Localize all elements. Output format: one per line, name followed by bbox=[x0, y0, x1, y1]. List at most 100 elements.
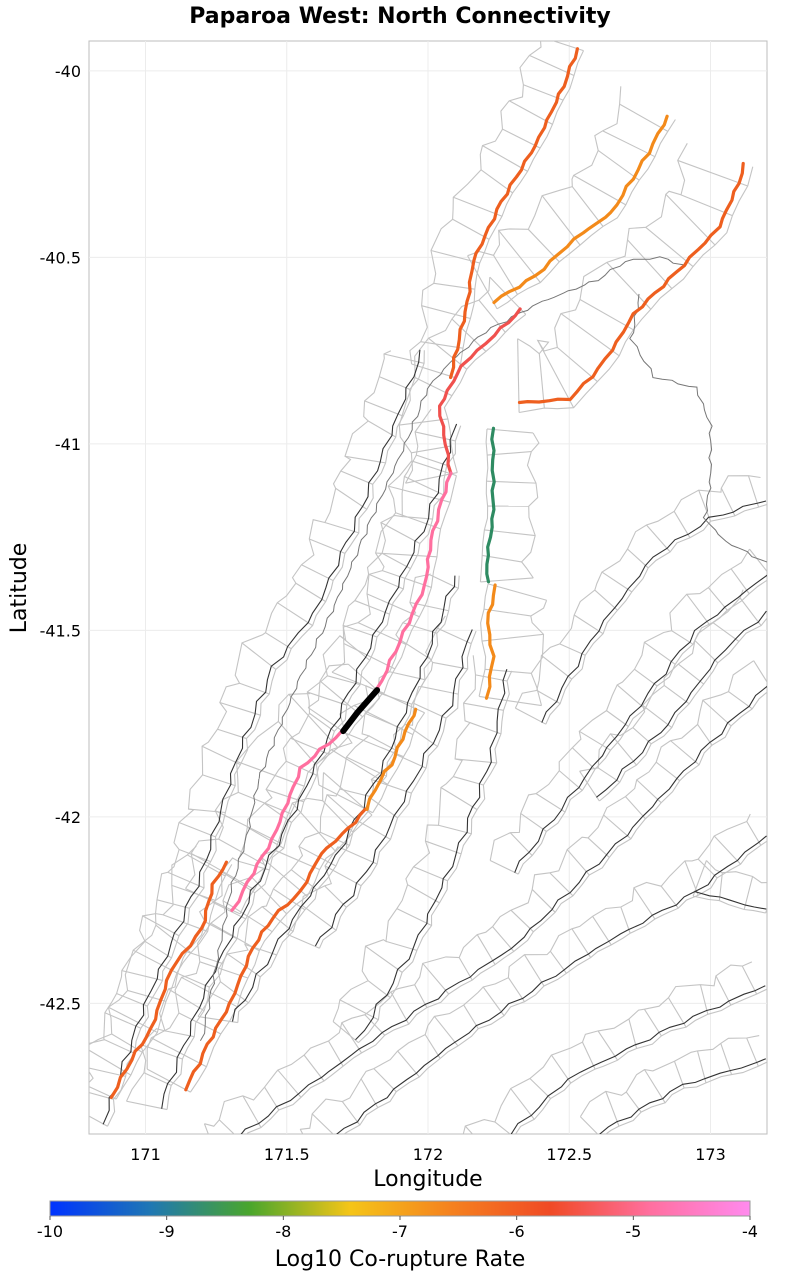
fault-outline-rung bbox=[360, 1078, 379, 1108]
fault-outline-rung bbox=[309, 538, 346, 554]
fault-outline-rung bbox=[699, 984, 709, 1015]
section-outline-rung bbox=[411, 460, 457, 477]
fault-outline-rung bbox=[697, 858, 718, 879]
fault-outline-rung bbox=[244, 943, 277, 956]
fault-outline-rung bbox=[290, 869, 318, 891]
x-tick-label: 173 bbox=[695, 1145, 726, 1164]
x-axis-ticks: 171 171.5 172 172.5 173 bbox=[130, 1145, 726, 1164]
fault-outline-rung bbox=[432, 661, 468, 670]
fault-outline-rung bbox=[324, 521, 359, 534]
section-outline-rung bbox=[665, 193, 716, 246]
fault-outline-rung bbox=[606, 710, 629, 727]
fault-outline-rung bbox=[739, 597, 762, 626]
fault-trace bbox=[336, 835, 767, 1134]
fault-trace bbox=[596, 610, 767, 798]
fault-outline-rung bbox=[407, 884, 440, 904]
fault-outline-rung bbox=[603, 814, 632, 840]
fault-outline-rung bbox=[670, 740, 700, 766]
section-outline-rung bbox=[579, 299, 634, 331]
section-outline-rung bbox=[479, 695, 542, 707]
section-outline-rung bbox=[483, 608, 531, 617]
fault-outline-rung bbox=[455, 758, 497, 764]
fault-outline-rung bbox=[643, 1008, 662, 1037]
colorbar bbox=[49, 1200, 751, 1217]
section-outline-rung bbox=[484, 668, 532, 674]
section-outline-rung bbox=[606, 262, 652, 310]
fault-outline-rung bbox=[364, 1014, 386, 1036]
section-outline-rung bbox=[571, 186, 604, 227]
section-outline-rung bbox=[420, 341, 464, 349]
coastline-segment bbox=[629, 293, 767, 563]
fault-trace bbox=[102, 349, 421, 1125]
fault-outline-rung bbox=[440, 787, 478, 811]
coastline-segment bbox=[199, 778, 260, 1041]
fault-outline-rung bbox=[290, 737, 330, 755]
fault-outline-rung bbox=[425, 840, 462, 855]
fault-outline-rung bbox=[579, 730, 611, 751]
fault-outline-rung bbox=[265, 788, 304, 803]
fault-outline-rung bbox=[277, 1069, 302, 1098]
fault-outline-rung bbox=[494, 1121, 511, 1134]
fault-outline-edge bbox=[599, 617, 767, 802]
fault-outline-rung bbox=[355, 819, 391, 840]
fault-outline-rung bbox=[218, 1119, 235, 1134]
fault-outline-rung bbox=[219, 701, 261, 716]
fault-outline-rung bbox=[529, 1078, 551, 1099]
fault-outline-edge bbox=[107, 350, 425, 1127]
fault-outline-rung bbox=[581, 1041, 596, 1070]
fault-outline-rung bbox=[397, 1050, 420, 1078]
fault-outline-edge bbox=[514, 475, 761, 709]
fault-outline-rung bbox=[247, 826, 285, 849]
colored-section-9 bbox=[485, 426, 496, 584]
fault-outline-rung bbox=[515, 707, 547, 725]
section-outline-edge bbox=[496, 119, 676, 310]
coastline-segment bbox=[258, 256, 684, 779]
fault-outline-edge bbox=[318, 630, 477, 949]
fault-outline-rung bbox=[655, 761, 681, 782]
section-outline-rung bbox=[357, 622, 407, 646]
fault-outline-rung bbox=[702, 699, 732, 727]
fault-outline-rung bbox=[469, 722, 502, 735]
fault-outline-rung bbox=[311, 1113, 334, 1134]
fault-outline-rung bbox=[712, 622, 740, 642]
fault-outline-rung bbox=[287, 934, 320, 949]
source-section bbox=[340, 687, 381, 735]
fault-outline-rung bbox=[510, 1088, 535, 1120]
subsection-outlines bbox=[89, 41, 767, 1134]
fault-outline-rung bbox=[541, 655, 573, 680]
fault-outline-rung bbox=[413, 702, 447, 719]
fault-outline-rung bbox=[524, 954, 545, 987]
fault-outline-rung bbox=[566, 849, 590, 876]
y-tick-label: -40.5 bbox=[40, 248, 81, 267]
colored-section-8 bbox=[365, 707, 418, 811]
fault-outline-edge bbox=[514, 988, 767, 1134]
fault-outline-rung bbox=[335, 487, 368, 510]
fault-outline-rung bbox=[434, 1016, 459, 1047]
fault-outline-rung bbox=[507, 977, 525, 1002]
fault-outline-rung bbox=[741, 965, 758, 995]
fault-outline-rung bbox=[168, 988, 205, 1012]
fault-outline-rung bbox=[339, 999, 379, 1021]
fault-outline-rung bbox=[324, 865, 362, 887]
section-outline-rung bbox=[291, 802, 337, 852]
section-outline-rung bbox=[89, 1049, 132, 1076]
fault-outline-rung bbox=[694, 640, 719, 664]
fault-outline-rung bbox=[164, 1030, 195, 1038]
section-outline-edge bbox=[519, 166, 754, 414]
fault-outline-rung bbox=[177, 972, 210, 988]
fault-outline-rung bbox=[197, 1015, 238, 1024]
fault-outline-rung bbox=[303, 1054, 325, 1082]
section-outline-rung bbox=[498, 230, 541, 283]
section-outline-rung bbox=[214, 810, 282, 844]
section-outline-rung bbox=[645, 226, 694, 268]
fault-outline-rung bbox=[327, 675, 361, 686]
fault-outline-rung bbox=[299, 1129, 304, 1134]
fault-outline-rung bbox=[746, 1037, 759, 1067]
fault-trace bbox=[161, 423, 458, 1109]
section-outline-rung bbox=[481, 633, 544, 642]
fault-outline-rung bbox=[587, 837, 610, 858]
fault-outline-edge bbox=[545, 503, 767, 725]
fault-outline-rung bbox=[142, 915, 180, 937]
fault-outline-rung bbox=[402, 516, 433, 520]
colored-section-3 bbox=[438, 307, 522, 475]
